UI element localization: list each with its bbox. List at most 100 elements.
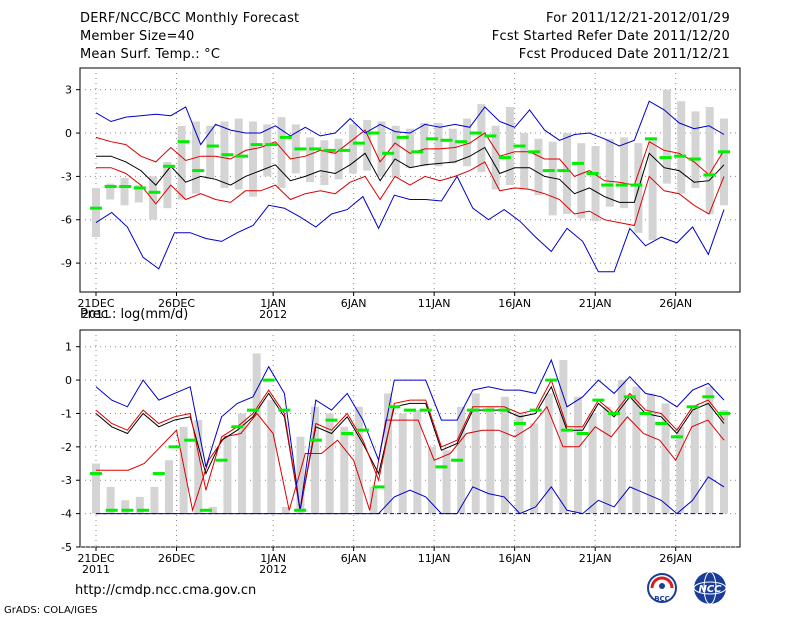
- precipitation-range-box: [530, 423, 539, 514]
- precipitation-ytick-label: -4: [61, 508, 72, 521]
- precipitation-range-box: [617, 380, 626, 514]
- temperature-xtick-label: 26JAN: [659, 297, 692, 310]
- precipitation-range-box: [238, 413, 247, 514]
- temperature-range-box: [548, 141, 557, 216]
- precipitation-lower-spread-line: [96, 405, 725, 513]
- temperature-xtick-label: 1JAN: [260, 297, 286, 310]
- precipitation-range-box: [573, 396, 582, 514]
- temperature-ytick-label: -3: [61, 170, 72, 183]
- precipitation-ytick-label: 1: [65, 341, 72, 354]
- precipitation-xtick-label: 11JAN: [418, 552, 451, 565]
- temperature-range-box: [92, 187, 100, 238]
- precipitation-range-box: [208, 506, 217, 514]
- ncc-logo-meridian: [703, 571, 717, 605]
- forecast-started-date: Fcst Started Refer Date 2011/12/20: [491, 29, 730, 44]
- temperature-ytick-label: 0: [65, 127, 72, 140]
- logos: BCC NCC: [647, 571, 727, 605]
- temperature-ytick-label: -9: [61, 257, 72, 270]
- temperature-range-box: [348, 124, 357, 174]
- temperature-ytick-label: 3: [65, 84, 72, 97]
- forecast-produced-date: Fcst Produced Date 2011/12/21: [518, 47, 730, 62]
- precipitation-ytick-label: 0: [65, 374, 72, 387]
- forecast-period: For 2011/12/21-2012/01/29: [546, 11, 730, 26]
- temperature-range-box: [134, 185, 143, 203]
- temperature-lower-extreme-line: [95, 175, 725, 273]
- temperature-ytick-label: -6: [61, 214, 72, 227]
- precipitation-range-box: [588, 413, 597, 514]
- precipitation-range-box: [471, 393, 480, 514]
- precipitation-range-box: [384, 393, 393, 514]
- bcc-logo-arc: [650, 576, 674, 589]
- precipitation-range-box: [690, 406, 699, 514]
- temperature-range-box: [448, 128, 457, 164]
- precipitation-range-box: [106, 486, 115, 514]
- precipitation-range-box: [194, 420, 203, 514]
- precipitation-range-box: [311, 406, 320, 514]
- precipitation-upper-spread-line: [95, 378, 725, 511]
- temperature-mean-line: [96, 146, 725, 203]
- temperature-range-box: [406, 128, 414, 168]
- precipitation-range-box: [369, 486, 378, 514]
- precipitation-ytick-label: -5: [61, 541, 72, 554]
- temperature-range-box: [377, 121, 386, 177]
- temperature-range-box: [534, 138, 543, 196]
- source-url[interactable]: http://cmdp.ncc.cma.gov.cn: [75, 583, 257, 598]
- precipitation-range-box: [632, 386, 641, 514]
- precipitation-xtick-label: 26JAN: [659, 552, 692, 565]
- temperature-range-box: [320, 140, 329, 186]
- temperature-upper-spread-line: [95, 129, 725, 186]
- precipitation-range-box: [442, 450, 451, 514]
- temperature-range-box: [620, 137, 629, 209]
- precipitation-range-box: [281, 506, 290, 514]
- grads-credit: GrADS: COLA/IGES: [4, 605, 98, 616]
- precipitation-upper-extreme-line: [95, 358, 725, 511]
- chart-title: DERF/NCC/BCC Monthly Forecast: [80, 11, 300, 26]
- precipitation-xtick-label: 1JAN: [260, 552, 286, 565]
- temperature-range-box: [677, 101, 686, 194]
- temperature-range-box: [563, 133, 571, 214]
- precipitation-xtick-label: 2011: [82, 563, 110, 576]
- precipitation-range-box: [165, 460, 174, 514]
- precipitation-range-box: [179, 426, 188, 514]
- precipitation-range-box: [661, 403, 670, 514]
- precipitation-xtick-label: 16JAN: [498, 552, 531, 565]
- precipitation-range-box: [413, 410, 422, 514]
- temperature-range-box: [591, 146, 600, 222]
- ncc-logo: NCC: [693, 571, 727, 605]
- precipitation-range-box: [500, 396, 509, 514]
- precipitation-range-box: [486, 406, 495, 514]
- temperature-range-box: [249, 121, 257, 197]
- precipitation-xtick-label: 21JAN: [579, 552, 612, 565]
- precipitation-range-box: [544, 393, 553, 514]
- precipitation-range-box: [720, 410, 728, 514]
- bcc-logo: BCC: [647, 573, 677, 603]
- precipitation-xtick-label: 21DEC: [77, 552, 114, 565]
- ncc-logo-band: [693, 581, 727, 595]
- temperature-panel-title: Mean Surf. Temp.: °C: [80, 47, 221, 62]
- precipitation-range-box: [223, 436, 232, 514]
- temperature-xtick-label: 6JAN: [341, 297, 367, 310]
- temperature-range-box: [363, 120, 372, 171]
- temperature-xtick-label: 16JAN: [498, 297, 531, 310]
- precipitation-range-box: [340, 426, 349, 514]
- temperature-upper-extreme-line: [95, 100, 725, 147]
- temperature-range-box: [648, 140, 657, 240]
- precipitation-range-box: [296, 436, 305, 514]
- precipitation-frame: [79, 329, 741, 548]
- precipitation-xtick-label: 26DEC: [158, 552, 195, 565]
- precipitation-range-box: [354, 406, 363, 514]
- temperature-frame: [79, 67, 741, 293]
- temperature-range-box: [662, 89, 671, 184]
- temperature-range-box: [120, 177, 129, 206]
- temperature-range-box: [420, 122, 429, 167]
- temperature-range-box: [277, 117, 286, 188]
- precipitation-lower-extreme-line: [96, 476, 725, 515]
- precipitation-range-box: [705, 386, 714, 514]
- temperature-range-box: [177, 125, 186, 200]
- temperature-xtick-label: 2011: [82, 308, 110, 321]
- precipitation-range-box: [515, 413, 524, 514]
- precipitation-ytick-label: -3: [61, 474, 72, 487]
